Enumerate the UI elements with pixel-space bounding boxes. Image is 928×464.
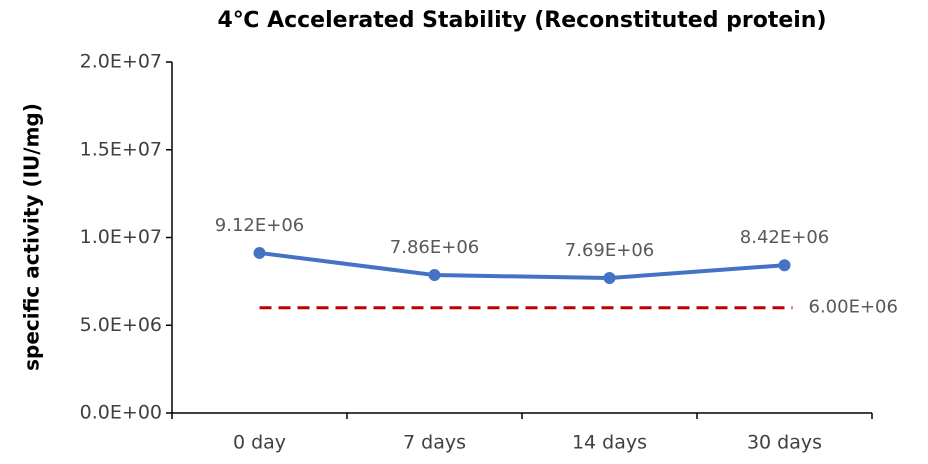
y-axis-title: specific activity (IU/mg) [20,103,44,371]
value-label: 7.86E+06 [390,237,479,258]
x-tick-label: 14 days [572,432,647,454]
chart-title: 4℃ Accelerated Stability (Reconstituted … [217,8,826,33]
y-tick-label: 2.0E+07 [80,51,162,73]
series-line [259,250,785,281]
value-label: 7.69E+06 [565,240,654,261]
y-tick-label: 0.0E+00 [80,402,162,424]
value-label: 9.12E+06 [215,215,304,236]
reference-label: 6.00E+06 [809,297,898,318]
point [428,269,441,282]
point [253,246,266,259]
point [778,259,791,272]
y-tick-label: 5.0E+06 [80,314,162,336]
x-tick-label: 30 days [747,432,822,454]
x-tick-label: 0 day [233,432,286,454]
y-tick-label: 1.5E+07 [80,138,162,160]
point [603,272,616,285]
y-tick-label: 1.0E+07 [80,226,162,248]
x-tick-label: 7 days [403,432,466,454]
value-label: 8.42E+06 [740,227,829,248]
